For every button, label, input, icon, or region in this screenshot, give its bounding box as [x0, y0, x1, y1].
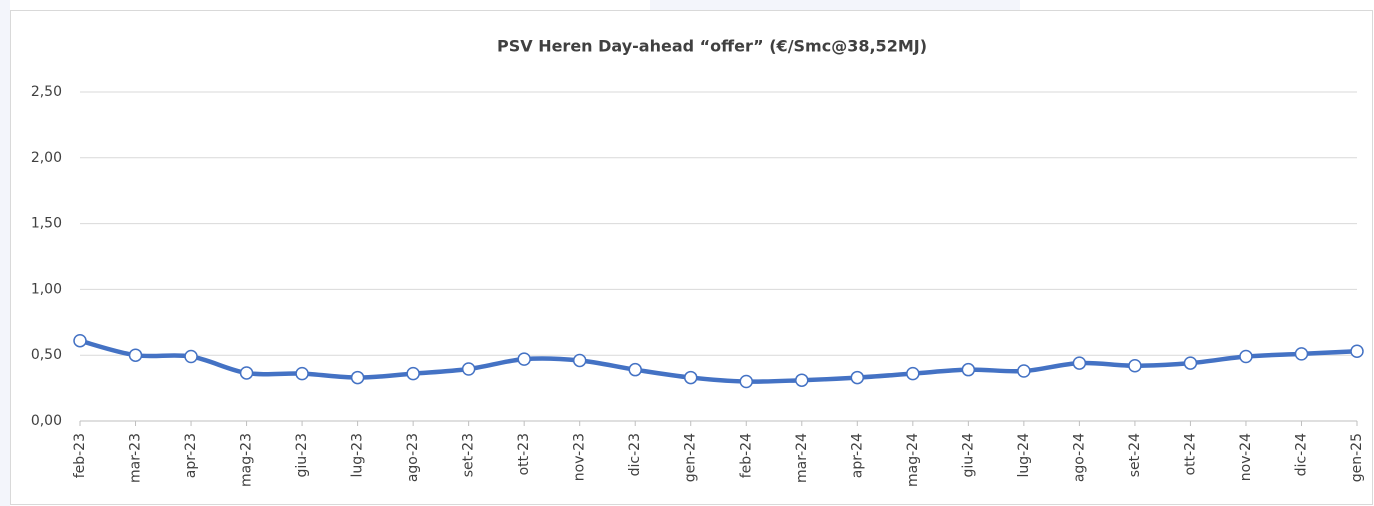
data-point	[739, 374, 754, 389]
data-point	[1239, 349, 1253, 364]
data-point	[73, 333, 87, 348]
y-tick-label: 1,50	[31, 216, 62, 232]
data-point	[1183, 356, 1198, 370]
x-tick-label: gen-25	[1349, 433, 1365, 482]
x-tick-label: set-23	[461, 433, 477, 477]
x-tick-label: mag-23	[239, 433, 255, 487]
x-tick-label: nov-23	[572, 433, 588, 481]
y-tick-label: 0,50	[31, 347, 62, 363]
data-point	[184, 349, 198, 364]
x-tick-label: ott-23	[516, 433, 532, 475]
data-point	[906, 366, 920, 381]
y-tick-label: 0,00	[31, 413, 62, 429]
y-tick-label: 1,00	[31, 281, 62, 297]
data-point	[1128, 358, 1142, 373]
x-tick-label: nov-24	[1238, 433, 1254, 481]
data-point	[683, 370, 698, 385]
chart-frame	[10, 10, 1373, 505]
x-tick-label: gen-24	[683, 433, 699, 482]
data-point	[128, 348, 143, 362]
data-point	[1294, 347, 1309, 361]
x-tick-label: mag-24	[905, 433, 921, 487]
data-point	[1017, 364, 1031, 378]
background-strip	[650, 0, 1020, 12]
x-tick-label: ago-24	[1071, 433, 1087, 482]
data-point	[628, 362, 642, 377]
y-tick-label: 2,50	[31, 84, 62, 100]
data-point	[239, 366, 254, 380]
x-tick-label: set-24	[1127, 433, 1143, 477]
x-tick-label: mar-23	[128, 433, 144, 483]
x-tick-label: apr-24	[849, 433, 865, 478]
data-point	[1072, 356, 1087, 370]
y-tick-label: 2,00	[31, 150, 62, 166]
x-tick-label: lug-24	[1016, 433, 1032, 478]
data-point	[461, 362, 476, 376]
data-point	[350, 370, 365, 385]
x-tick-label: dic-23	[627, 433, 643, 476]
x-tick-label: lug-23	[350, 433, 366, 478]
x-tick-label: feb-23	[72, 433, 88, 478]
data-point	[850, 370, 865, 385]
x-tick-label: dic-24	[1293, 433, 1309, 476]
x-tick-label: giu-24	[960, 433, 976, 478]
x-tick-label: ott-24	[1182, 433, 1198, 476]
x-tick-label: mar-24	[794, 433, 810, 483]
data-point	[961, 362, 976, 377]
data-point	[795, 373, 809, 387]
data-point	[1350, 344, 1364, 359]
x-tick-label: feb-24	[738, 433, 754, 478]
data-point	[295, 366, 309, 381]
chart-title: PSV Heren Day-ahead “offer” (€/Smc@38,52…	[497, 37, 927, 56]
data-point	[572, 353, 587, 368]
data-point	[517, 352, 531, 366]
data-point	[406, 366, 420, 381]
background-strip	[0, 0, 10, 506]
x-tick-label: apr-23	[183, 433, 199, 478]
x-tick-label: ago-23	[405, 433, 421, 482]
x-tick-label: giu-23	[294, 433, 310, 478]
